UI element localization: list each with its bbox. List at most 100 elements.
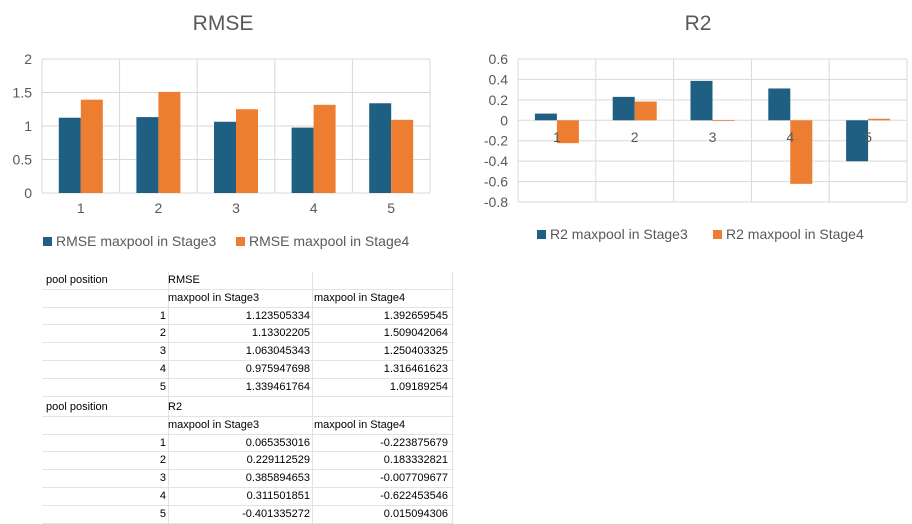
x-tick-label: 4 xyxy=(310,200,318,216)
bar-stage4-4 xyxy=(790,120,813,184)
x-tick-label: 4 xyxy=(786,129,794,145)
x-tick-label: 1 xyxy=(553,129,561,145)
legend-swatch-stage3 xyxy=(537,230,546,239)
table-cell: 0.065353016 xyxy=(245,436,310,449)
table-cell: 4 xyxy=(159,362,166,375)
r2-table-header-row: pool position R2 xyxy=(42,399,454,417)
bar-stage4-4 xyxy=(313,104,336,193)
x-tick-label: 1 xyxy=(77,200,85,216)
table-row: 1 0.065353016 -0.223875679 xyxy=(42,435,454,453)
bar-stage4-5 xyxy=(391,119,414,193)
r2-table-col2-header: R2 xyxy=(168,401,183,413)
bar-stage3-2 xyxy=(136,117,159,193)
r2-chart-title: R2 xyxy=(685,12,712,35)
bar-stage3-5 xyxy=(369,103,392,193)
bar-stage4-5 xyxy=(868,118,891,121)
legend-swatch-stage3 xyxy=(43,237,52,246)
bar-stage3-5 xyxy=(846,120,869,162)
legend-label-stage4: R2 maxpool in Stage4 xyxy=(726,226,864,242)
x-tick-label: 5 xyxy=(387,200,395,216)
rmse-table-subheader-row: maxpool in Stage3 maxpool in Stage4 xyxy=(42,290,454,308)
table-row: 2 1.13302205 1.509042064 xyxy=(42,325,454,344)
bar-stage4-1 xyxy=(80,99,103,193)
bar-stage3-2 xyxy=(612,96,635,121)
r2-table: pool position R2 maxpool in Stage3 maxpo… xyxy=(42,399,454,524)
bar-stage4-1 xyxy=(556,120,579,144)
bar-stage4-2 xyxy=(634,101,657,121)
table-cell: 4 xyxy=(159,489,166,502)
r2-table-sub3: maxpool in Stage4 xyxy=(314,418,406,431)
table-cell: -0.622453546 xyxy=(380,489,448,502)
x-tick-label: 3 xyxy=(232,200,240,216)
table-cell: 1.13302205 xyxy=(251,327,310,340)
table-row: 4 0.311501851 -0.622453546 xyxy=(42,488,454,506)
table-cell: 0.229112529 xyxy=(246,454,310,467)
table-cell: 0.015094306 xyxy=(383,507,448,520)
rmse-table-sub2: maxpool in Stage3 xyxy=(168,291,260,304)
table-cell: 1 xyxy=(159,309,166,322)
rmse-table-col1-header: pool position xyxy=(46,274,108,286)
table-cell: 5 xyxy=(159,380,166,393)
y-tick-label: 1.5 xyxy=(13,85,33,101)
y-tick-label: -0.2 xyxy=(484,133,508,149)
y-tick-label: 0.5 xyxy=(13,152,33,168)
table-cell: 1.250403325 xyxy=(383,345,448,358)
r2-chart: R2 0.6 0.4 0.2 0 -0.2 -0.4 -0.6 -0.8 1 2 3 4 5 R2 max… xyxy=(484,12,908,242)
y-tick-label: 0 xyxy=(24,185,32,201)
rmse-chart: RMSE 0 0.5 1 1.5 2 1 2 3 4 5 RMSE maxpool in Stage… xyxy=(13,12,431,249)
x-tick-label: 2 xyxy=(155,200,163,216)
table-cell: 1.392659545 xyxy=(383,309,448,322)
bar-stage3-1 xyxy=(534,113,557,121)
bar-stage3-3 xyxy=(690,80,713,121)
rmse-chart-title: RMSE xyxy=(193,12,254,35)
y-tick-label: -0.4 xyxy=(484,153,508,169)
bar-stage3-4 xyxy=(291,127,314,193)
table-cell: 1.063045343 xyxy=(245,345,310,358)
legend-swatch-stage4 xyxy=(236,237,245,246)
rmse-table-header-row: pool position RMSE xyxy=(42,272,454,290)
bar-stage4-2 xyxy=(158,91,181,193)
table-cell: 3 xyxy=(159,345,166,358)
table-row: 2 0.229112529 0.183332821 xyxy=(42,452,454,471)
y-tick-label: -0.8 xyxy=(484,194,508,210)
table-cell: 0.311501851 xyxy=(246,489,310,502)
legend-label-stage4: RMSE maxpool in Stage4 xyxy=(249,233,410,249)
table-cell: 0.975947698 xyxy=(245,362,310,375)
table-row: 3 0.385894653 -0.007709677 xyxy=(42,470,454,488)
table-cell: 0.183332821 xyxy=(383,454,448,467)
table-row: 1 1.123505334 1.392659545 xyxy=(42,308,454,326)
legend-label-stage3: RMSE maxpool in Stage3 xyxy=(56,233,217,249)
y-tick-label: 0.2 xyxy=(489,92,509,108)
bar-stage3-1 xyxy=(58,117,81,193)
bar-stage3-4 xyxy=(768,88,791,121)
y-tick-label: -0.6 xyxy=(484,174,508,190)
r2-table-sub2: maxpool in Stage3 xyxy=(168,418,260,431)
rmse-table-col2-header: RMSE xyxy=(168,274,200,286)
table-cell: -0.401335272 xyxy=(242,507,310,520)
bar-stage4-3 xyxy=(712,120,735,122)
table-cell: -0.007709677 xyxy=(380,472,448,485)
table-cell: 1.316461623 xyxy=(383,362,448,375)
x-tick-label: 3 xyxy=(709,129,717,145)
table-cell: 3 xyxy=(159,472,166,485)
table-cell: 1.509042064 xyxy=(383,327,448,340)
y-tick-label: 1 xyxy=(24,118,32,134)
y-tick-label: 0 xyxy=(500,112,508,128)
rmse-table: pool position RMSE maxpool in Stage3 max… xyxy=(42,272,454,414)
table-cell: 2 xyxy=(159,327,166,340)
table-row: 4 0.975947698 1.316461623 xyxy=(42,361,454,379)
bar-stage3-3 xyxy=(214,121,236,193)
legend-swatch-stage4 xyxy=(713,230,722,239)
table-cell: 1.123505334 xyxy=(245,309,310,322)
r2-table-subheader-row: maxpool in Stage3 maxpool in Stage4 xyxy=(42,417,454,435)
table-cell: 1.339461764 xyxy=(245,380,310,393)
x-tick-label: 5 xyxy=(864,129,872,145)
table-cell: 5 xyxy=(159,507,166,520)
x-tick-label: 2 xyxy=(631,129,639,145)
table-cell: 1.09189254 xyxy=(389,380,448,393)
bar-stage4-3 xyxy=(236,109,258,193)
y-tick-label: 0.6 xyxy=(489,51,509,67)
y-tick-label: 2 xyxy=(24,51,32,67)
table-cell: 1 xyxy=(159,436,166,449)
table-row: 3 1.063045343 1.250403325 xyxy=(42,343,454,361)
